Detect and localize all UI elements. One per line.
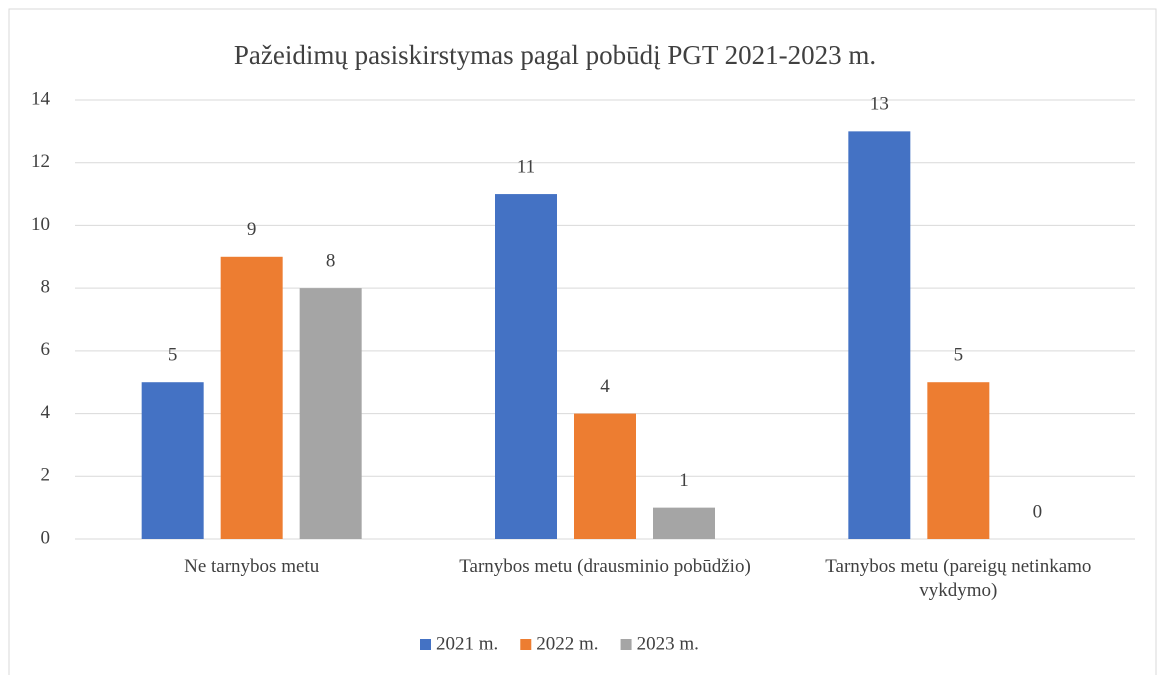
x-tick-label: Tarnybos metu (drausminio pobūdžio) <box>459 556 751 577</box>
bar <box>574 413 636 539</box>
bar <box>653 507 715 539</box>
legend-swatch <box>420 639 431 650</box>
bar <box>220 256 283 539</box>
y-tick-label: 14 <box>31 88 51 109</box>
data-label: 11 <box>517 156 535 177</box>
y-tick-label: 4 <box>41 402 51 423</box>
y-tick-label: 10 <box>31 214 50 235</box>
y-tick-label: 8 <box>41 277 51 298</box>
bar <box>141 382 204 539</box>
data-label: 9 <box>247 219 257 240</box>
y-tick-label: 12 <box>31 151 50 172</box>
data-label: 8 <box>326 251 336 272</box>
y-tick-label: 6 <box>41 339 51 360</box>
bar <box>927 382 990 539</box>
legend-swatch <box>620 639 632 650</box>
data-label: 5 <box>954 345 964 366</box>
x-tick-label: Tarnybos metu (pareigų netinkamo vykdymo… <box>825 556 1092 601</box>
y-tick-label: 0 <box>41 527 51 548</box>
data-label: 0 <box>1033 501 1043 522</box>
bar <box>299 288 362 539</box>
x-tick-label: Ne tarnybos metu <box>184 556 320 577</box>
chart-border <box>8 8 1157 675</box>
bar <box>495 194 557 540</box>
legend-label: 2021 m. <box>436 633 498 654</box>
legend-swatch <box>520 639 532 650</box>
data-label: 5 <box>168 345 178 366</box>
data-label: 13 <box>870 94 889 115</box>
y-tick-label: 2 <box>41 465 51 486</box>
data-label: 1 <box>679 470 689 491</box>
data-label: 4 <box>600 376 610 397</box>
bar <box>848 131 911 539</box>
chart-title: Pažeidimų pasiskirstymas pagal pobūdį PG… <box>234 40 876 70</box>
legend-label: 2022 m. <box>536 633 598 654</box>
legend-label: 2023 m. <box>637 633 699 654</box>
